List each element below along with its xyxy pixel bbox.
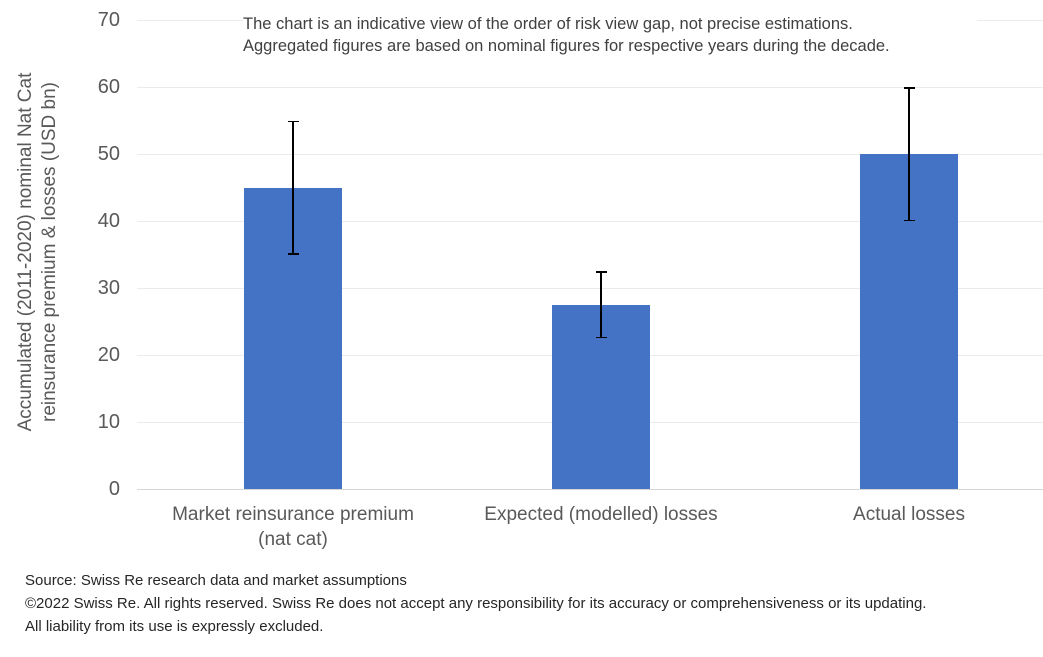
error-bar-cap-bottom-3 [903, 219, 915, 221]
x-category-label-line: Expected (modelled) losses [484, 504, 718, 525]
y-gridline-50 [137, 154, 1043, 155]
footer-source-line: Source: Swiss Re research data and marke… [25, 572, 407, 589]
x-category-label-line: Actual losses [853, 504, 965, 525]
y-tick-label-10: 10 [97, 411, 120, 433]
x-category-label-3: Actual losses [729, 502, 1043, 527]
footer-copyright-line: ©2022 Swiss Re. All rights reserved. Swi… [25, 595, 927, 612]
error-bar-line-1 [292, 120, 294, 255]
x-axis-line [137, 489, 1043, 490]
chart-annotation: The chart is an indicative view of the o… [243, 8, 977, 57]
y-tick-label-30: 30 [97, 277, 120, 299]
y-tick-label-0: 0 [108, 478, 120, 500]
x-category-label-2: Expected (modelled) losses [421, 502, 781, 527]
annotation-line1: The chart is an indicative view of the o… [243, 15, 853, 33]
x-category-label-line: (nat cat) [258, 529, 328, 550]
error-bar-cap-top-3 [903, 87, 915, 89]
error-bar-cap-top-2 [595, 271, 607, 273]
y-gridline-40 [137, 221, 1043, 222]
annotation-line2: Aggregated figures are based on nominal … [243, 37, 890, 55]
y-tick-label-60: 60 [97, 76, 120, 98]
error-bar-cap-bottom-2 [595, 336, 607, 339]
error-bar-cap-bottom-1 [287, 253, 299, 255]
y-gridline-30 [137, 288, 1043, 289]
footer-liability-line: All liability from its use is expressly … [25, 618, 324, 635]
error-bar-line-2 [600, 271, 602, 339]
y-tick-label-40: 40 [97, 210, 120, 232]
y-tick-label-50: 50 [97, 143, 120, 165]
y-tick-label-70: 70 [97, 9, 120, 31]
y-gridline-60 [137, 87, 1043, 88]
error-bar-cap-top-1 [287, 120, 299, 122]
y-tick-label-20: 20 [97, 344, 120, 366]
error-bar-line-3 [908, 87, 910, 221]
footer-disclaimer: Source: Swiss Re research data and marke… [25, 569, 1015, 638]
x-category-label-1: Market reinsurance premium (nat cat) [113, 502, 473, 552]
x-category-label-line: Market reinsurance premium [172, 504, 414, 525]
